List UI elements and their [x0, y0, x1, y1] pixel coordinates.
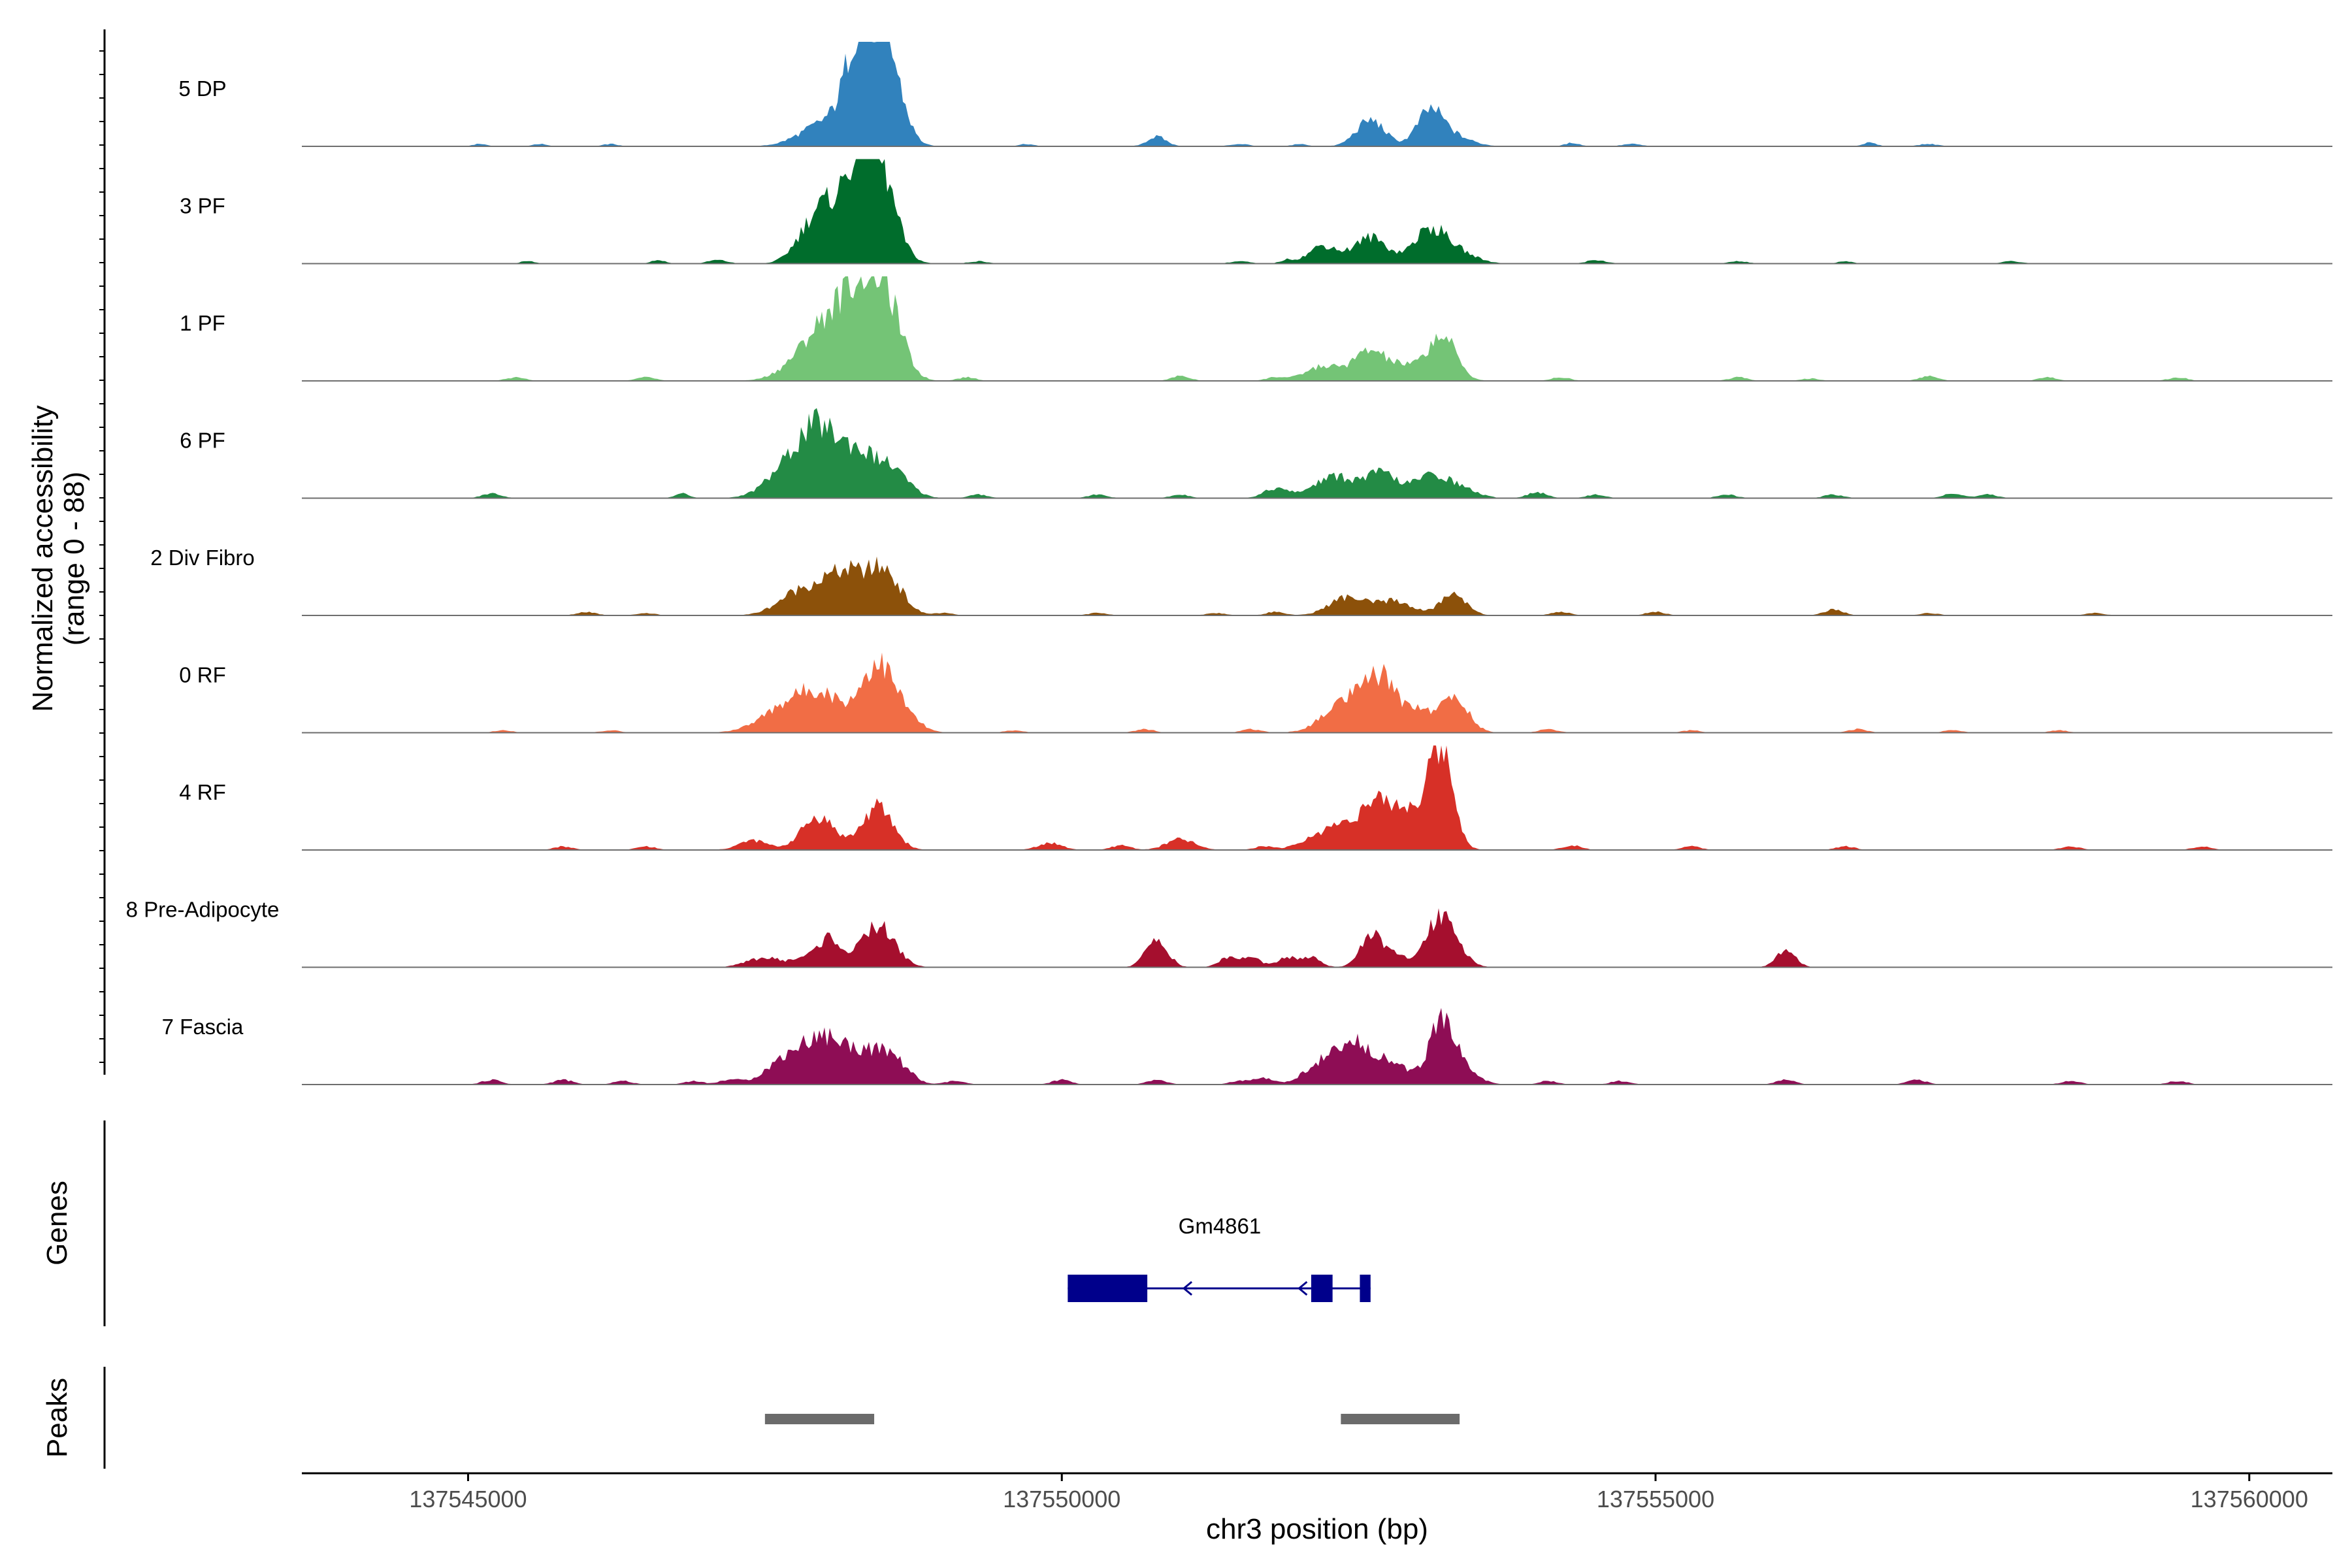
- track-1-pf: 1 PF: [180, 276, 2332, 382]
- coverage-area: [302, 556, 2332, 615]
- peaks-panel: Peaks: [41, 1367, 1460, 1469]
- track-5-dp: 5 DP: [178, 42, 2332, 147]
- y-axis-coverage: [99, 29, 106, 1075]
- peak-regions: [764, 1414, 1460, 1424]
- x-axis: 137545000 137550000 137555000 137560000 chr…: [302, 1472, 2332, 1545]
- track-label: 2 Div Fibro: [150, 546, 255, 570]
- x-axis-tick-label: 137555000: [1597, 1486, 1714, 1512]
- track-label: 7 Fascia: [162, 1015, 244, 1039]
- track-0-rf: 0 RF: [179, 652, 2332, 734]
- peak-region-bar: [764, 1414, 875, 1424]
- track-3-pf: 3 PF: [180, 159, 2332, 265]
- peak-region-bar: [1341, 1414, 1460, 1424]
- coverage-area: [302, 1007, 2332, 1085]
- track-label: 8 Pre-Adipocyte: [126, 898, 280, 922]
- coverage-area: [302, 652, 2332, 733]
- coverage-area: [302, 745, 2332, 850]
- coverage-tracks: 5 DP 3 PF 1 PF 6 PF 2 Div Fibro 0 RF 4 RF 8 Pre…: [126, 42, 2332, 1085]
- track-label: 3 PF: [180, 194, 225, 218]
- x-axis-tick-label: 137545000: [409, 1486, 527, 1512]
- track-label: 5 DP: [178, 76, 226, 101]
- coverage-area: [302, 908, 2332, 968]
- coverage-area: [302, 408, 2332, 498]
- track-label: 4 RF: [179, 780, 226, 804]
- coverage-area: [302, 159, 2332, 264]
- gene-exon: [1068, 1275, 1148, 1302]
- peaks-panel-label: Peaks: [41, 1378, 73, 1458]
- gene-exon: [1360, 1275, 1371, 1302]
- track-label: 1 PF: [180, 311, 225, 335]
- x-axis-title: chr3 position (bp): [1206, 1513, 1428, 1545]
- genes-panel-label: Genes: [41, 1181, 73, 1266]
- coverage-area: [302, 276, 2332, 381]
- y-axis-ticks: [99, 50, 105, 1063]
- y-axis-title-line1: Normalized accessibility: [27, 405, 59, 711]
- track-2-div-fibro: 2 Div Fibro: [150, 546, 2332, 616]
- track-label: 0 RF: [179, 663, 226, 687]
- track-label: 6 PF: [180, 429, 225, 453]
- track-6-pf: 6 PF: [180, 408, 2332, 499]
- track-7-fascia: 7 Fascia: [162, 1007, 2332, 1085]
- gene-label: Gm4861: [1179, 1214, 1262, 1238]
- x-axis-ticks: 137545000 137550000 137555000 137560000: [409, 1473, 2308, 1512]
- track-4-rf: 4 RF: [179, 745, 2332, 851]
- x-axis-tick-label: 137560000: [2191, 1486, 2308, 1512]
- track-8-pre-adipocyte: 8 Pre-Adipocyte: [126, 898, 2332, 968]
- strand-arrow: [1182, 1281, 1193, 1296]
- strand-arrow: [1298, 1281, 1308, 1296]
- x-axis-tick-label: 137550000: [1003, 1486, 1120, 1512]
- gene-exon: [1311, 1275, 1333, 1302]
- coverage-area: [302, 42, 2332, 146]
- y-axis-title-line2: (range 0 - 88): [58, 472, 90, 646]
- gene-model: [1068, 1275, 1371, 1302]
- genes-panel: Genes Gm4861: [41, 1120, 1371, 1326]
